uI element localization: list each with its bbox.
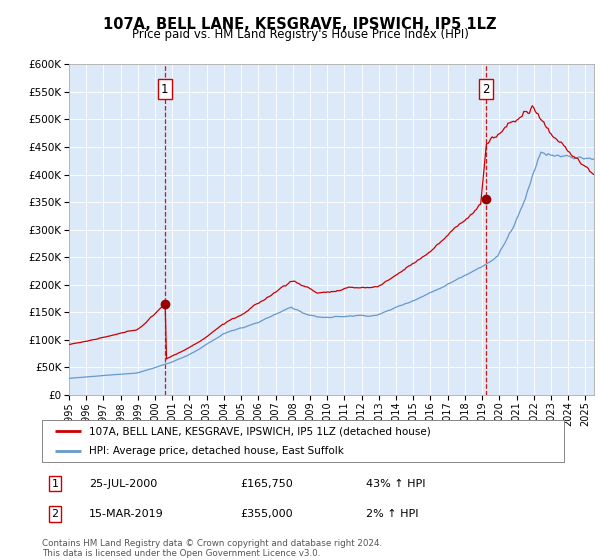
Text: 43% ↑ HPI: 43% ↑ HPI: [365, 479, 425, 489]
Text: Price paid vs. HM Land Registry's House Price Index (HPI): Price paid vs. HM Land Registry's House …: [131, 28, 469, 41]
Text: 1: 1: [52, 479, 59, 489]
Text: 107A, BELL LANE, KESGRAVE, IPSWICH, IP5 1LZ (detached house): 107A, BELL LANE, KESGRAVE, IPSWICH, IP5 …: [89, 426, 431, 436]
Text: 1: 1: [161, 83, 169, 96]
Text: 107A, BELL LANE, KESGRAVE, IPSWICH, IP5 1LZ: 107A, BELL LANE, KESGRAVE, IPSWICH, IP5 …: [103, 17, 497, 32]
Text: 25-JUL-2000: 25-JUL-2000: [89, 479, 157, 489]
Text: 15-MAR-2019: 15-MAR-2019: [89, 509, 164, 519]
Text: 2: 2: [52, 509, 59, 519]
Text: 2% ↑ HPI: 2% ↑ HPI: [365, 509, 418, 519]
Text: HPI: Average price, detached house, East Suffolk: HPI: Average price, detached house, East…: [89, 446, 344, 456]
Text: 2: 2: [482, 83, 490, 96]
Text: £165,750: £165,750: [241, 479, 293, 489]
Text: Contains HM Land Registry data © Crown copyright and database right 2024.
This d: Contains HM Land Registry data © Crown c…: [42, 539, 382, 558]
Text: £355,000: £355,000: [241, 509, 293, 519]
